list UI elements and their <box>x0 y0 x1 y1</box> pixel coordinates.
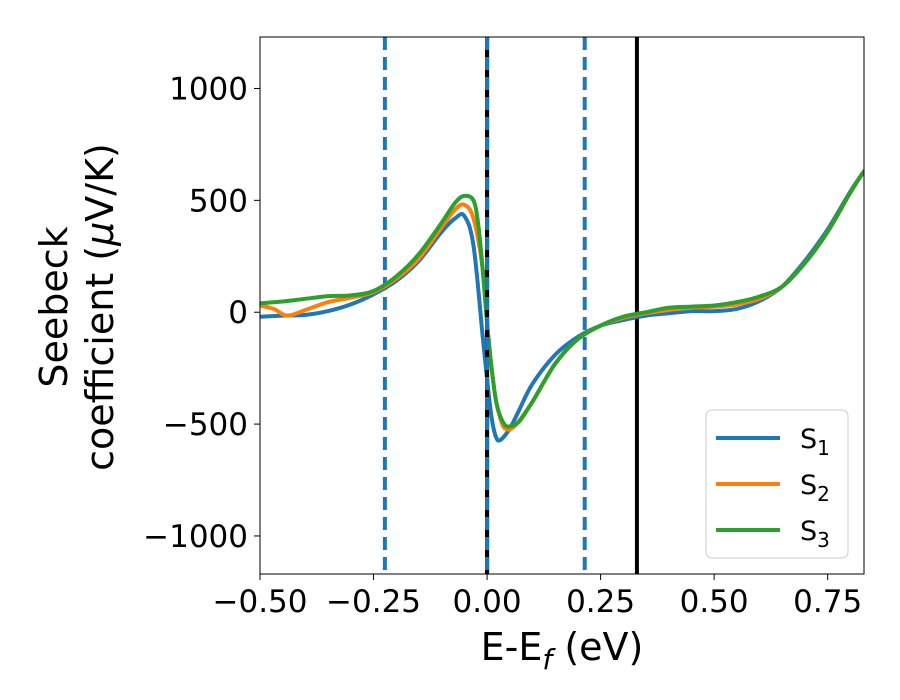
series-line-3 <box>260 169 864 429</box>
x-tick-label: −0.50 <box>213 584 308 620</box>
plot-frame <box>259 36 865 575</box>
x-tick-label: −0.25 <box>326 584 421 620</box>
x-tick-label: 0.75 <box>793 584 862 620</box>
x-tick-label: 0.25 <box>566 584 635 620</box>
y-axis-label: Seebeck coefficient (μV/K) <box>32 143 122 471</box>
y-tick-label: 1000 <box>169 71 248 107</box>
y-tick-label: −500 <box>163 407 248 443</box>
series-line-1 <box>260 169 864 443</box>
y-axis-label-line2: coefficient (μV/K) <box>78 143 122 471</box>
series-lines <box>260 37 864 574</box>
legend: S1 S2 S3 <box>705 409 849 559</box>
y-tick-label: 500 <box>189 183 248 219</box>
reference-lines <box>382 37 639 574</box>
legend-label-3: S3 <box>800 516 830 552</box>
x-tick-label: 0.50 <box>680 584 749 620</box>
legend-label-2: S2 <box>800 470 830 506</box>
legend-label-1: S1 <box>800 424 830 460</box>
y-tick-label: 0 <box>228 295 248 331</box>
y-axis: −1000 −500 0 500 1000 <box>143 71 260 555</box>
x-axis-label: E-Ef (eV) <box>481 625 644 676</box>
x-tick-label: 0.00 <box>453 584 522 620</box>
y-tick-label: −1000 <box>143 519 248 555</box>
series-line-2 <box>260 169 864 432</box>
y-axis-label-line1: Seebeck <box>32 226 76 387</box>
x-axis: −0.50 −0.25 0.00 0.25 0.50 0.75 <box>213 574 862 620</box>
